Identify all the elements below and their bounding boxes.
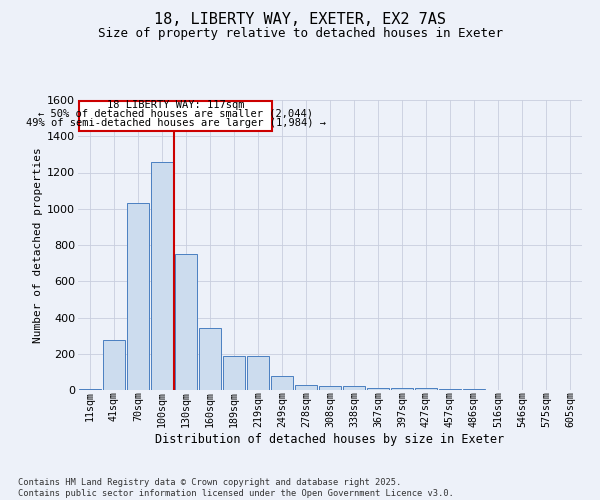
- Bar: [439, 389, 461, 390]
- Bar: [199, 328, 221, 390]
- Text: 18 LIBERTY WAY: 117sqm: 18 LIBERTY WAY: 117sqm: [107, 100, 245, 110]
- Bar: [127, 204, 149, 390]
- Bar: [343, 386, 365, 390]
- Bar: [367, 388, 389, 390]
- FancyBboxPatch shape: [79, 101, 272, 131]
- Bar: [463, 389, 485, 390]
- Bar: [295, 384, 317, 390]
- Bar: [271, 376, 293, 390]
- Bar: [79, 389, 101, 390]
- Bar: [391, 388, 413, 390]
- Text: 49% of semi-detached houses are larger (1,984) →: 49% of semi-detached houses are larger (…: [26, 118, 326, 128]
- Bar: [319, 386, 341, 390]
- Text: ← 50% of detached houses are smaller (2,044): ← 50% of detached houses are smaller (2,…: [38, 109, 313, 119]
- Bar: [151, 162, 173, 390]
- Text: 18, LIBERTY WAY, EXETER, EX2 7AS: 18, LIBERTY WAY, EXETER, EX2 7AS: [154, 12, 446, 28]
- Bar: [223, 356, 245, 390]
- Text: Contains HM Land Registry data © Crown copyright and database right 2025.
Contai: Contains HM Land Registry data © Crown c…: [18, 478, 454, 498]
- X-axis label: Distribution of detached houses by size in Exeter: Distribution of detached houses by size …: [155, 433, 505, 446]
- Y-axis label: Number of detached properties: Number of detached properties: [33, 147, 43, 343]
- Bar: [415, 388, 437, 390]
- Bar: [103, 340, 125, 390]
- Bar: [175, 254, 197, 390]
- Bar: [247, 356, 269, 390]
- Text: Size of property relative to detached houses in Exeter: Size of property relative to detached ho…: [97, 28, 503, 40]
